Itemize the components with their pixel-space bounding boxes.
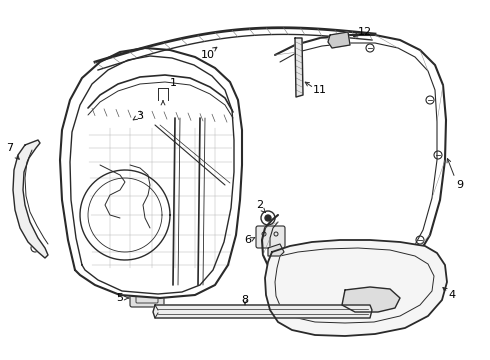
Circle shape [261, 211, 275, 225]
Polygon shape [13, 140, 48, 258]
Polygon shape [268, 244, 284, 256]
Polygon shape [153, 305, 372, 318]
Polygon shape [265, 240, 447, 336]
Text: 2: 2 [256, 200, 264, 210]
Text: 3: 3 [137, 111, 144, 121]
Polygon shape [295, 38, 303, 97]
FancyBboxPatch shape [130, 289, 164, 307]
Text: 10: 10 [201, 50, 215, 60]
Polygon shape [342, 287, 400, 312]
Text: 4: 4 [448, 290, 456, 300]
Text: 7: 7 [6, 143, 14, 153]
Text: 8: 8 [242, 295, 248, 305]
Text: 5: 5 [117, 293, 123, 303]
Text: 12: 12 [358, 27, 372, 37]
Text: 1: 1 [170, 78, 176, 88]
Polygon shape [328, 32, 350, 48]
FancyBboxPatch shape [256, 226, 285, 248]
Text: 6: 6 [245, 235, 251, 245]
Circle shape [265, 215, 271, 221]
Polygon shape [60, 48, 242, 298]
Text: 11: 11 [313, 85, 327, 95]
Text: 9: 9 [457, 180, 464, 190]
